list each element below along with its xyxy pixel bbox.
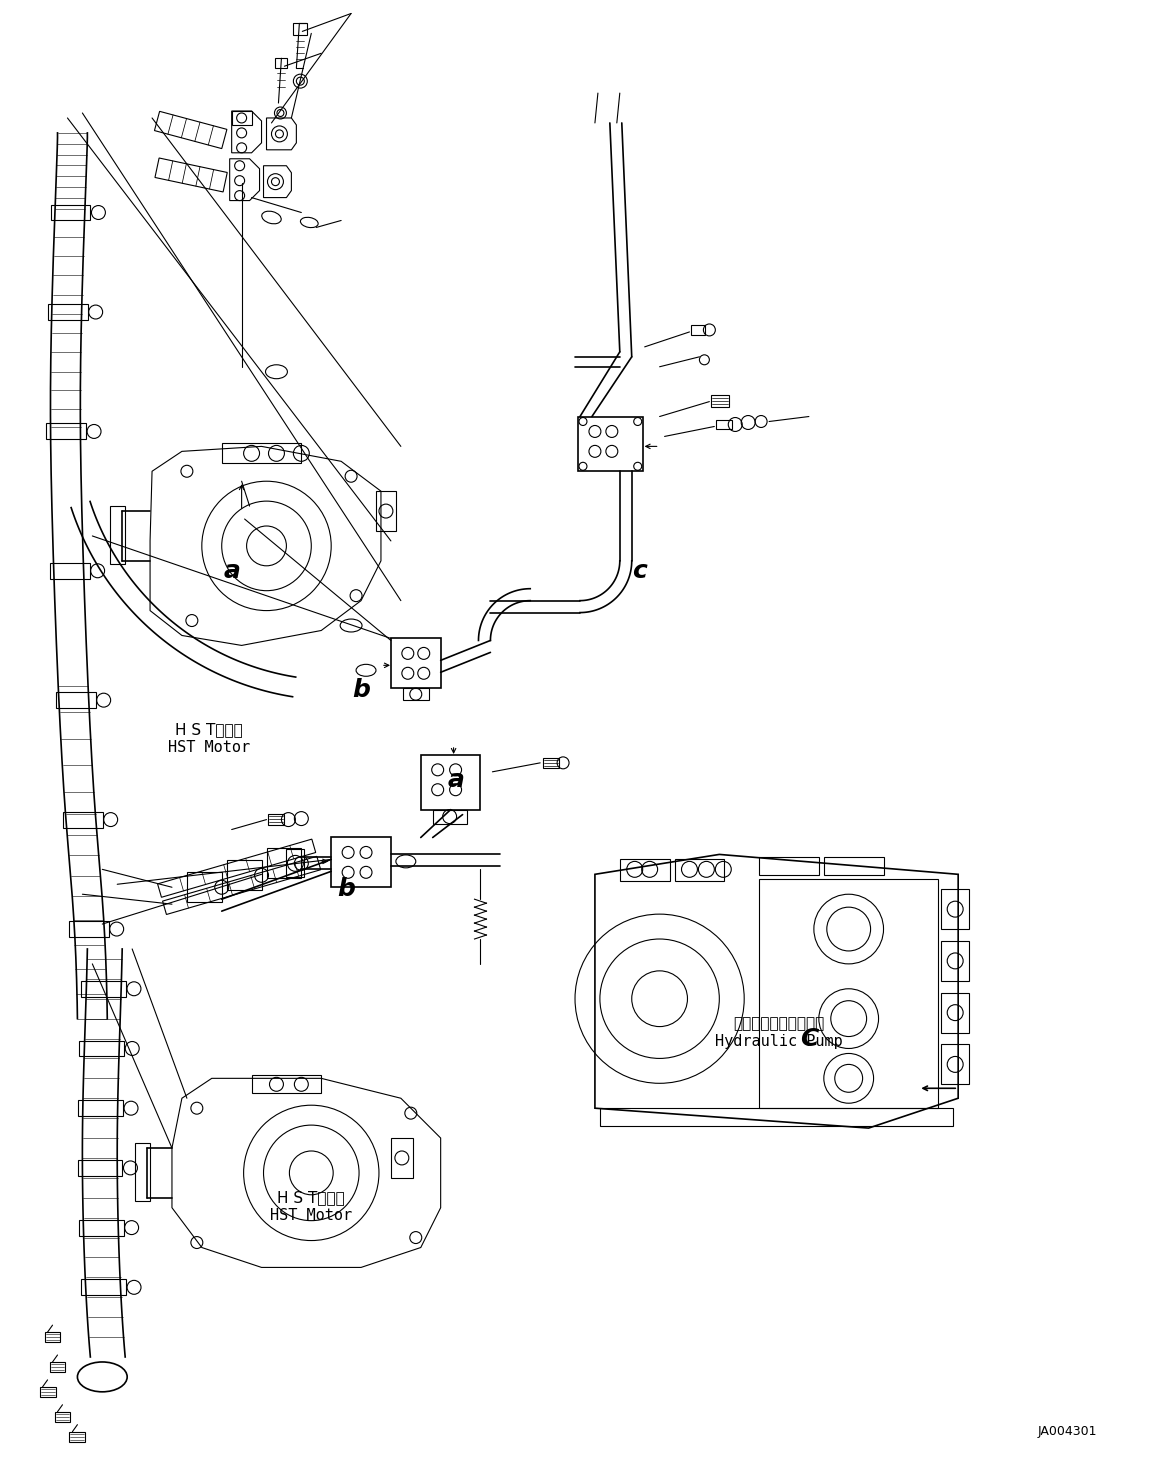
Bar: [433, 809, 466, 824]
Bar: [39, 1387, 56, 1397]
Text: JA004301: JA004301: [1038, 1425, 1097, 1438]
Text: Hydraulic Pump: Hydraulic Pump: [715, 1034, 843, 1050]
Bar: [716, 419, 732, 430]
Bar: [403, 688, 429, 701]
Text: a: a: [447, 768, 464, 792]
Bar: [251, 1076, 322, 1094]
Bar: [46, 424, 86, 440]
Bar: [391, 1138, 413, 1177]
Bar: [45, 1333, 60, 1341]
Bar: [51, 205, 90, 220]
Bar: [62, 812, 103, 827]
Bar: [712, 394, 729, 406]
Bar: [692, 325, 706, 334]
Bar: [50, 563, 89, 579]
Bar: [578, 416, 642, 471]
Bar: [942, 992, 970, 1032]
Bar: [81, 1280, 126, 1296]
Bar: [227, 861, 261, 890]
Bar: [231, 111, 251, 125]
Bar: [275, 59, 287, 69]
Text: a: a: [223, 559, 241, 583]
Bar: [421, 755, 480, 809]
Text: H S Tモータ: H S Tモータ: [175, 723, 243, 737]
Text: HST Motor: HST Motor: [168, 740, 250, 755]
Text: c: c: [632, 559, 647, 583]
Bar: [942, 1044, 970, 1085]
Bar: [78, 1160, 123, 1176]
Bar: [287, 849, 304, 877]
Bar: [79, 1100, 123, 1116]
Bar: [69, 921, 109, 937]
Bar: [69, 1432, 86, 1441]
Bar: [391, 639, 441, 688]
Bar: [294, 23, 308, 35]
Text: b: b: [337, 877, 355, 902]
Bar: [135, 1143, 150, 1201]
Bar: [824, 858, 884, 875]
Bar: [675, 859, 724, 881]
Bar: [50, 1362, 66, 1372]
Bar: [47, 303, 88, 320]
Bar: [110, 506, 125, 564]
Bar: [79, 1220, 124, 1236]
Bar: [56, 692, 96, 708]
Text: HST Motor: HST Motor: [271, 1208, 353, 1223]
Bar: [543, 758, 559, 768]
Text: H S Tモータ: H S Tモータ: [278, 1190, 345, 1205]
Bar: [599, 1108, 953, 1126]
Bar: [81, 981, 126, 997]
Text: b: b: [352, 679, 370, 702]
Bar: [620, 859, 670, 881]
Bar: [266, 849, 301, 878]
Bar: [376, 491, 396, 531]
Bar: [759, 880, 938, 1108]
Bar: [222, 443, 301, 463]
Bar: [331, 837, 391, 887]
Bar: [268, 814, 285, 824]
Bar: [80, 1041, 124, 1057]
Bar: [187, 872, 222, 902]
Bar: [759, 858, 819, 875]
Text: C: C: [799, 1026, 818, 1051]
Bar: [942, 890, 970, 929]
Bar: [942, 941, 970, 981]
Text: ハイドロリックポンプ: ハイドロリックポンプ: [734, 1016, 825, 1031]
Bar: [54, 1412, 71, 1422]
